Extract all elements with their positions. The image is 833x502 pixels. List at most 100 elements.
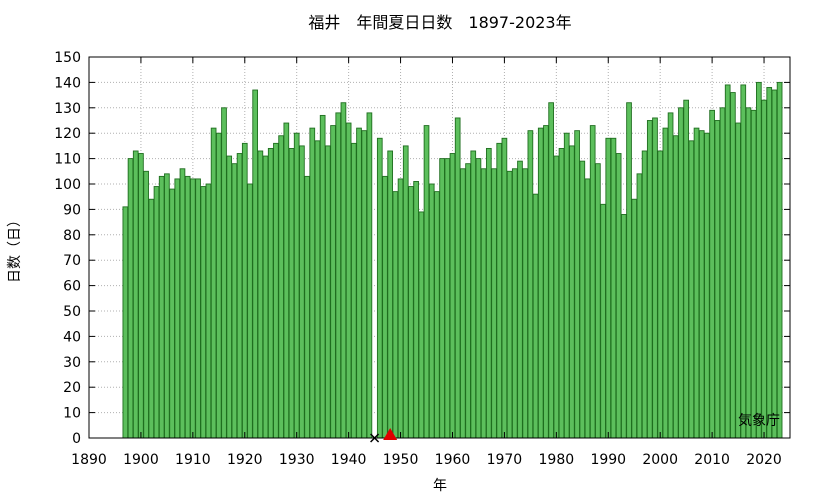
- bar: [325, 145, 331, 439]
- bar: [558, 147, 565, 439]
- bar: [730, 92, 736, 439]
- bar: [652, 117, 658, 439]
- bar: [444, 158, 451, 439]
- bar: [646, 120, 653, 439]
- bar: [688, 140, 695, 439]
- bar: [766, 87, 773, 439]
- bar: [169, 188, 175, 439]
- bar: [454, 117, 461, 439]
- bar: [190, 178, 196, 439]
- bar: [361, 130, 368, 439]
- bar: [460, 168, 466, 439]
- bar: [262, 155, 269, 439]
- bar: [392, 191, 399, 439]
- bar: [247, 183, 253, 439]
- bar: [138, 153, 144, 439]
- bar: [605, 137, 612, 439]
- bar: [428, 183, 435, 439]
- bar: [543, 125, 549, 439]
- bar: [719, 107, 726, 439]
- bar: [257, 150, 264, 439]
- bar: [143, 170, 149, 439]
- x-tick-label: 1980: [539, 452, 575, 468]
- bar: [496, 142, 503, 439]
- y-tick-label: 140: [54, 75, 81, 91]
- x-tick-label: 1950: [383, 452, 419, 468]
- y-tick-label: 90: [63, 202, 81, 218]
- bar: [413, 181, 419, 439]
- x-tick-label: 2020: [746, 452, 782, 468]
- bar: [517, 160, 523, 439]
- bar: [241, 142, 248, 439]
- bar: [340, 102, 347, 439]
- bar: [626, 102, 632, 439]
- bar: [408, 186, 414, 439]
- bar: [179, 168, 186, 439]
- bar: [288, 147, 295, 439]
- x-tick-label: 1960: [435, 452, 471, 468]
- x-tick-label: 1970: [487, 452, 523, 468]
- x-tick-label: 1930: [279, 452, 315, 468]
- bar: [278, 135, 284, 439]
- x-tick-label: 2000: [642, 452, 678, 468]
- grid-lines: [89, 57, 790, 438]
- bar: [776, 81, 783, 439]
- y-tick-label: 130: [54, 101, 81, 117]
- bar: [356, 127, 362, 439]
- y-tick-label: 70: [63, 253, 81, 269]
- bar: [678, 107, 684, 439]
- bar: [553, 155, 560, 439]
- bar: [470, 150, 477, 439]
- bar: [309, 127, 316, 439]
- x-tick-label: 1910: [175, 452, 211, 468]
- bar: [672, 135, 679, 439]
- bar: [574, 130, 580, 439]
- bar: [698, 130, 705, 439]
- bar: [314, 140, 321, 439]
- axes: 0 10 20 30 40 50 60 70 80 90 100 110 120 130 140 150 189…: [54, 50, 791, 468]
- y-tick-label: 100: [54, 177, 81, 193]
- y-tick-label: 150: [54, 50, 81, 66]
- bar: [501, 137, 508, 439]
- bar: [366, 112, 373, 439]
- markers: [370, 428, 398, 443]
- bar: [667, 112, 674, 439]
- insufficient-data-marker: [383, 428, 398, 440]
- bar: [595, 163, 601, 439]
- bar: [205, 183, 212, 439]
- bar: [522, 168, 529, 439]
- x-tick-label: 1890: [71, 452, 107, 468]
- y-tick-label: 0: [72, 431, 81, 447]
- bar: [615, 153, 622, 439]
- x-tick-label: 1920: [227, 452, 263, 468]
- plot-frame: [88, 56, 791, 439]
- bar: [158, 175, 165, 439]
- bar: [563, 132, 570, 439]
- bar: [579, 160, 586, 439]
- bar: [350, 142, 357, 439]
- bar: [662, 127, 669, 439]
- credit-label: 気象庁: [738, 413, 780, 429]
- bar: [771, 89, 778, 439]
- bar: [200, 186, 207, 439]
- y-axis-label: 日数（日）: [7, 213, 23, 283]
- bar: [127, 158, 134, 439]
- bar: [693, 127, 700, 439]
- bar: [475, 158, 482, 439]
- y-tick-label: 120: [54, 126, 81, 142]
- bar: [153, 186, 160, 439]
- bar: [299, 145, 305, 439]
- bar: [704, 132, 710, 439]
- bar: [491, 168, 497, 439]
- bar: [740, 84, 747, 439]
- bar: [335, 112, 342, 439]
- x-axis-label: 年: [433, 478, 447, 494]
- x-tick-label: 1900: [123, 452, 159, 468]
- bar: [345, 122, 352, 439]
- y-tick-label: 80: [63, 228, 81, 244]
- bar: [709, 109, 715, 439]
- bar: [226, 155, 233, 439]
- bar: [610, 137, 617, 439]
